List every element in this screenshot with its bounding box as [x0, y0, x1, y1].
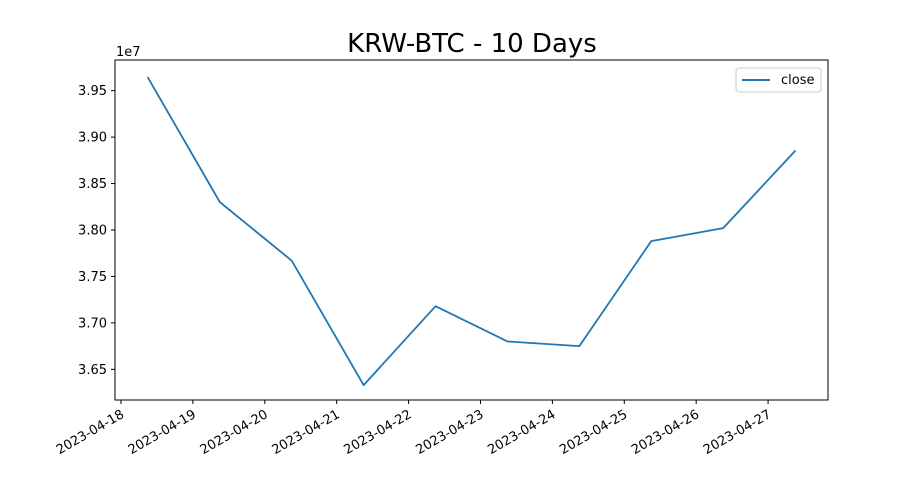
y-tick-label: 3.80	[78, 224, 107, 239]
x-tick-label: 2023-04-20	[198, 407, 271, 458]
legend-box	[735, 67, 822, 93]
x-tick-label: 2023-04-27	[701, 407, 774, 458]
plot-area	[114, 59, 829, 401]
x-tick-label: 2023-04-19	[126, 407, 199, 458]
y-tick-label: 3.90	[78, 131, 107, 146]
x-tick-label: 2023-04-24	[485, 407, 558, 458]
y-tick-label: 3.85	[78, 177, 107, 192]
y-axis: 3.65 3.70 3.75 3.80 3.85 3.90 3.95	[78, 84, 115, 378]
x-tick-label: 2023-04-23	[413, 407, 486, 458]
series-line-close	[147, 76, 796, 387]
y-axis-offset-label: 1e7	[116, 45, 141, 60]
x-axis: 2023-04-182023-04-192023-04-202023-04-21…	[54, 400, 774, 458]
x-tick-label: 2023-04-18	[54, 407, 127, 458]
x-tick-label: 2023-04-21	[270, 407, 343, 458]
plot-frame	[114, 59, 829, 401]
legend: close	[735, 67, 822, 93]
y-tick-label: 3.65	[78, 363, 107, 378]
chart-title: KRW-BTC - 10 Days	[347, 29, 597, 59]
x-tick-label: 2023-04-22	[342, 407, 415, 458]
legend-label-close: close	[781, 73, 814, 88]
x-tick-label: 2023-04-26	[629, 407, 702, 458]
y-tick-label: 3.70	[78, 316, 107, 331]
y-tick-label: 3.75	[78, 270, 107, 285]
series-layer	[147, 76, 796, 387]
x-tick-label: 2023-04-25	[557, 407, 630, 458]
y-tick-label: 3.95	[78, 84, 107, 99]
